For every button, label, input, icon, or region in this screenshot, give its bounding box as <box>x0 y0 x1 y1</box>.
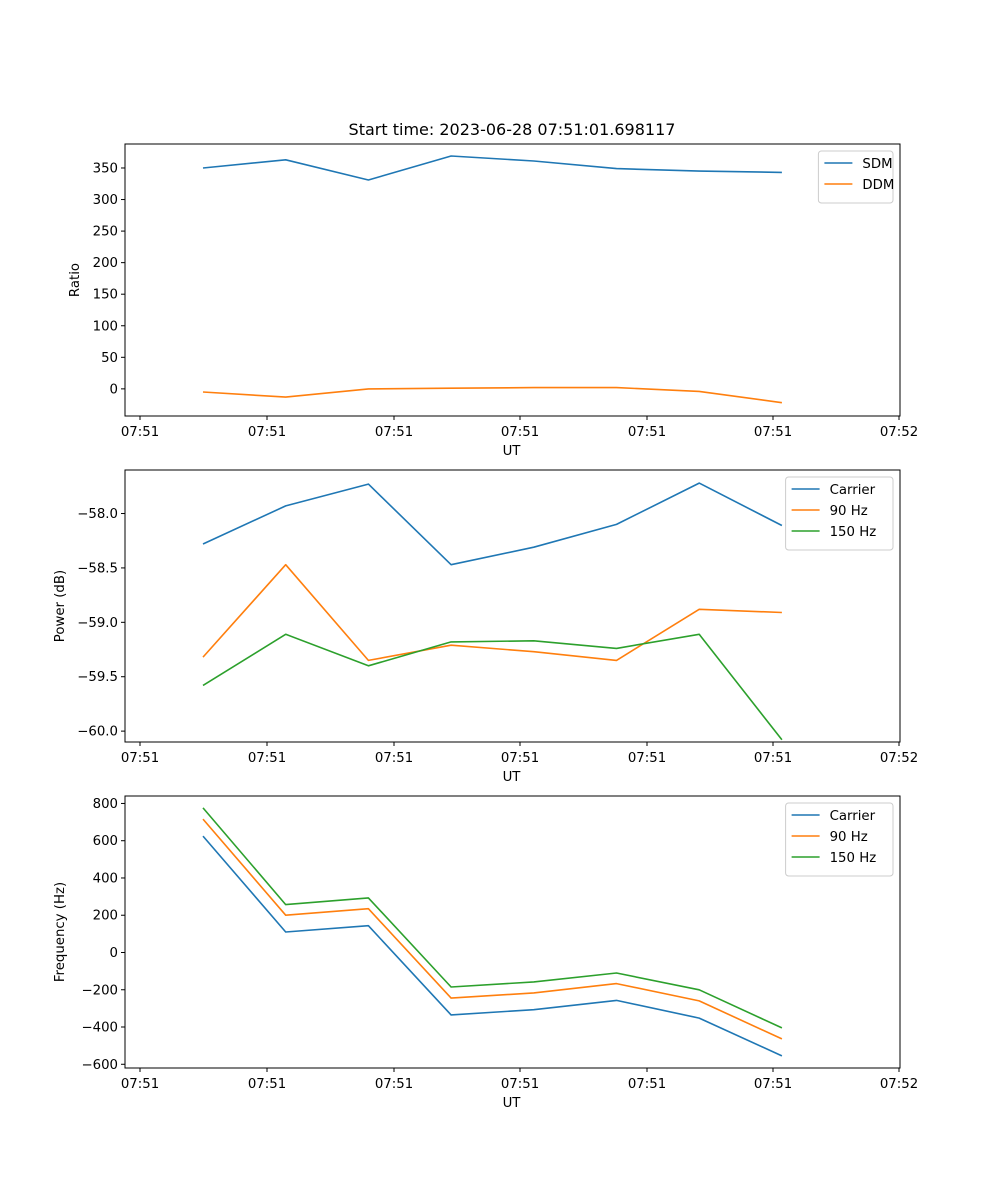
series-line-150-hz <box>202 807 783 1029</box>
x-tick-label: 07:51 <box>501 1077 539 1092</box>
series-line-ddm <box>202 386 783 404</box>
figure-title: Start time: 2023-06-28 07:51:01.698117 <box>349 120 676 139</box>
axes-frame <box>124 143 901 417</box>
x-tick-label: 07:51 <box>628 1077 666 1092</box>
x-axis-label: UT <box>503 444 522 459</box>
y-tick-label: −59.5 <box>77 670 118 685</box>
x-tick-label: 07:51 <box>754 751 792 766</box>
x-tick-label: 07:51 <box>248 751 286 766</box>
series-line-carrier <box>202 835 783 1057</box>
legend-label: Carrier <box>830 483 876 498</box>
series-line-90-hz <box>202 818 783 1040</box>
x-tick-label: 07:51 <box>754 425 792 440</box>
legend: SDM DDM <box>817 150 894 204</box>
x-tick-label: 07:51 <box>501 425 539 440</box>
x-tick-label: 07:51 <box>121 1077 159 1092</box>
x-tick-label: 07:52 <box>880 425 918 440</box>
y-tick-label: 350 <box>93 161 118 176</box>
y-tick-label: 800 <box>93 797 118 812</box>
axes-frame <box>124 469 901 743</box>
legend-box <box>817 150 894 204</box>
legend-label: 90 Hz <box>830 830 868 845</box>
legend-label: 150 Hz <box>830 851 877 866</box>
x-tick-label: 07:51 <box>375 751 413 766</box>
y-tick-label: 50 <box>101 351 118 366</box>
x-tick-label: 07:51 <box>248 425 286 440</box>
subplot-power: −58.0−58.5−59.0−59.5−60.007:51 07:51 07:51… <box>53 469 918 785</box>
x-tick-label: 07:51 <box>375 1077 413 1092</box>
series-line-carrier <box>202 482 783 566</box>
y-axis-label: Power (dB) <box>53 570 68 642</box>
x-tick-label: 07:51 <box>501 751 539 766</box>
x-tick-label: 07:51 <box>248 1077 286 1092</box>
x-tick-label: 07:52 <box>880 751 918 766</box>
axes-frame <box>124 795 901 1069</box>
x-tick-label: 07:51 <box>754 1077 792 1092</box>
y-tick-label: −60.0 <box>77 725 118 740</box>
subplot-ratio: 0 50 100 150 200 250 300 350 07:51 07:51 07:51 07:5… <box>68 143 918 459</box>
y-tick-label: −200 <box>81 983 118 998</box>
y-tick-label: 200 <box>93 256 118 271</box>
series-line-sdm <box>202 155 782 181</box>
x-axis-label: UT <box>503 1096 522 1111</box>
y-tick-label: −58.5 <box>77 561 118 576</box>
y-tick-label: 100 <box>93 319 118 334</box>
y-tick-label: 600 <box>93 834 118 849</box>
y-tick-label: 0 <box>110 382 118 397</box>
y-axis-label: Ratio <box>68 263 83 297</box>
x-tick-label: 07:51 <box>121 425 159 440</box>
legend: Carrier 90 Hz 150 Hz <box>785 802 894 877</box>
y-tick-label: −600 <box>81 1058 118 1073</box>
legend-label: DDM <box>862 178 894 193</box>
legend-label: Carrier <box>830 809 876 824</box>
x-tick-label: 07:51 <box>628 751 666 766</box>
legend: Carrier 90 Hz 150 Hz <box>785 476 894 551</box>
legend-label: SDM <box>862 157 892 172</box>
y-tick-label: 400 <box>93 871 118 886</box>
y-axis-label: Frequency (Hz) <box>53 882 68 982</box>
y-tick-label: 250 <box>93 225 118 240</box>
y-tick-label: −400 <box>81 1021 118 1036</box>
series-line-90-hz <box>202 563 782 662</box>
y-tick-label: 0 <box>110 946 118 961</box>
y-tick-label: 300 <box>93 193 118 208</box>
y-tick-label: −59.0 <box>77 616 118 631</box>
y-tick-label: −58.0 <box>77 507 118 522</box>
legend-label: 90 Hz <box>830 504 868 519</box>
x-tick-label: 07:51 <box>628 425 666 440</box>
x-tick-label: 07:52 <box>880 1077 918 1092</box>
y-tick-label: 200 <box>93 909 118 924</box>
x-axis-label: UT <box>503 770 522 785</box>
y-tick-label: 150 <box>93 288 118 303</box>
x-tick-label: 07:51 <box>121 751 159 766</box>
legend-label: 150 Hz <box>830 525 877 540</box>
x-tick-label: 07:51 <box>375 425 413 440</box>
series-line-150-hz <box>202 633 783 741</box>
